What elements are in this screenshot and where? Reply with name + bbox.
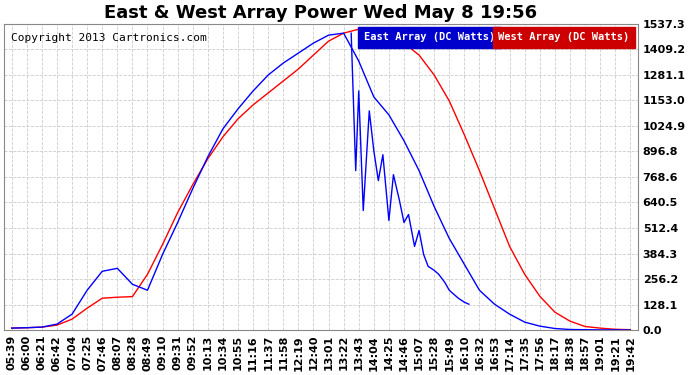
Title: East & West Array Power Wed May 8 19:56: East & West Array Power Wed May 8 19:56 <box>104 4 538 22</box>
Legend: East Array (DC Watts), West Array (DC Watts): East Array (DC Watts), West Array (DC Wa… <box>357 29 633 45</box>
Text: Copyright 2013 Cartronics.com: Copyright 2013 Cartronics.com <box>10 33 206 43</box>
